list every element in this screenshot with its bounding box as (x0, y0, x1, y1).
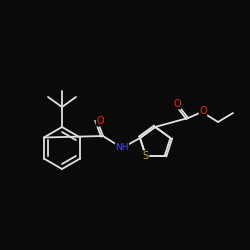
Text: O: O (199, 106, 207, 116)
Text: NH: NH (115, 144, 129, 152)
Text: O: O (96, 116, 104, 126)
Text: S: S (143, 151, 149, 161)
Text: O: O (173, 99, 181, 109)
